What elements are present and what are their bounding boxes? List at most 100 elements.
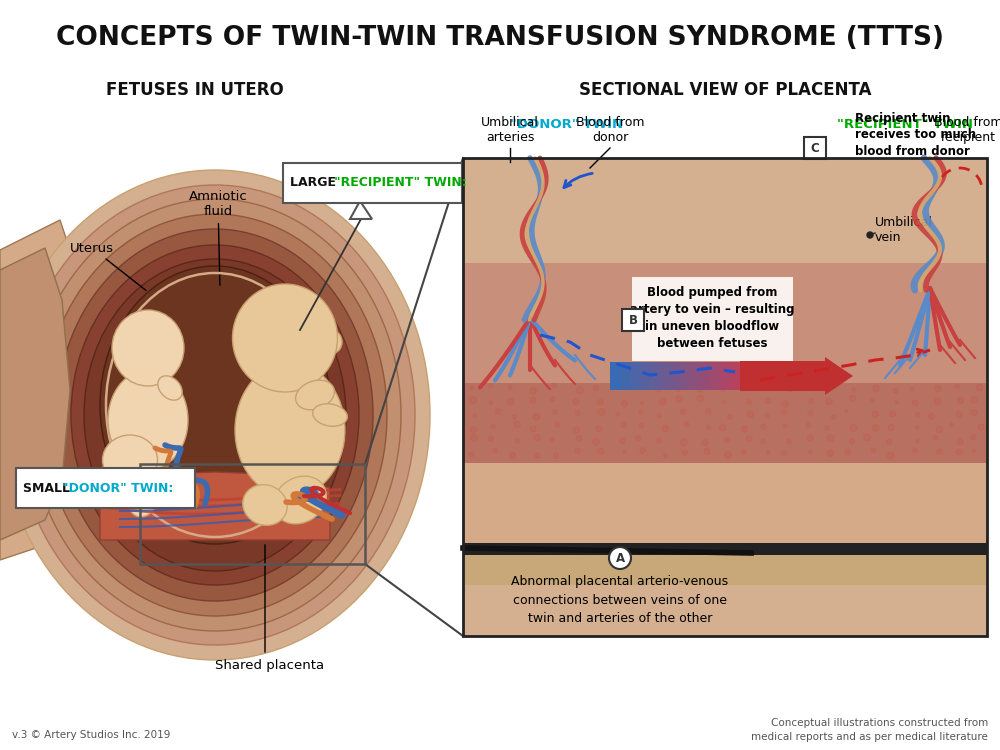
Circle shape bbox=[739, 451, 744, 456]
Circle shape bbox=[787, 422, 793, 429]
Bar bbox=[690, 362, 702, 390]
Text: Recipient twin
receives too much
blood from donor: Recipient twin receives too much blood f… bbox=[855, 112, 976, 158]
Circle shape bbox=[509, 398, 513, 402]
Ellipse shape bbox=[84, 259, 346, 571]
Bar bbox=[140, 464, 365, 564]
Circle shape bbox=[614, 399, 619, 404]
Circle shape bbox=[578, 400, 584, 405]
Circle shape bbox=[470, 385, 473, 388]
Circle shape bbox=[612, 386, 618, 392]
Bar bbox=[740, 362, 752, 390]
Ellipse shape bbox=[112, 310, 184, 386]
Circle shape bbox=[847, 412, 850, 416]
Text: SECTIONAL VIEW OF PLACENTA: SECTIONAL VIEW OF PLACENTA bbox=[579, 81, 871, 99]
Circle shape bbox=[550, 436, 556, 442]
Ellipse shape bbox=[296, 380, 334, 410]
Circle shape bbox=[509, 448, 516, 455]
Text: A: A bbox=[615, 551, 625, 565]
Circle shape bbox=[746, 436, 749, 439]
Circle shape bbox=[848, 426, 854, 432]
Circle shape bbox=[492, 440, 496, 442]
Circle shape bbox=[473, 402, 477, 406]
Circle shape bbox=[595, 401, 599, 406]
FancyBboxPatch shape bbox=[622, 309, 644, 331]
Circle shape bbox=[828, 452, 833, 458]
Text: B: B bbox=[629, 314, 638, 326]
Bar bbox=[620, 362, 632, 390]
Text: LARGE: LARGE bbox=[290, 176, 340, 190]
Circle shape bbox=[766, 412, 772, 419]
Text: Amniotic
fluid: Amniotic fluid bbox=[189, 190, 247, 285]
Circle shape bbox=[811, 424, 817, 430]
Circle shape bbox=[472, 413, 475, 416]
Ellipse shape bbox=[100, 266, 330, 544]
Circle shape bbox=[702, 433, 709, 440]
Ellipse shape bbox=[232, 284, 338, 392]
Ellipse shape bbox=[313, 404, 347, 426]
Circle shape bbox=[675, 385, 682, 392]
Circle shape bbox=[951, 414, 956, 419]
Circle shape bbox=[515, 436, 520, 442]
Bar bbox=[670, 362, 682, 390]
Circle shape bbox=[786, 452, 790, 456]
Circle shape bbox=[975, 383, 980, 388]
Circle shape bbox=[492, 448, 499, 454]
Text: Blood from
donor: Blood from donor bbox=[576, 116, 644, 144]
Circle shape bbox=[700, 427, 705, 431]
Circle shape bbox=[726, 410, 732, 416]
Circle shape bbox=[936, 398, 941, 404]
Circle shape bbox=[470, 439, 476, 444]
Ellipse shape bbox=[15, 185, 415, 645]
Circle shape bbox=[493, 423, 499, 429]
Text: Abnormal placental arterio-venous
connections between veins of one
twin and arte: Abnormal placental arterio-venous connec… bbox=[511, 575, 729, 625]
Circle shape bbox=[701, 448, 705, 452]
Circle shape bbox=[578, 436, 581, 439]
Circle shape bbox=[492, 384, 497, 388]
Circle shape bbox=[928, 385, 935, 392]
Ellipse shape bbox=[127, 463, 163, 517]
Circle shape bbox=[894, 385, 899, 389]
Bar bbox=[463, 158, 987, 263]
Bar bbox=[630, 362, 642, 390]
Text: Blood from
recipient: Blood from recipient bbox=[934, 116, 1000, 144]
Text: "RECIPIENT" TWIN: "RECIPIENT" TWIN bbox=[837, 118, 973, 131]
Circle shape bbox=[576, 413, 580, 416]
Circle shape bbox=[768, 451, 772, 455]
Text: SMALL: SMALL bbox=[23, 482, 74, 494]
Circle shape bbox=[954, 400, 961, 406]
Ellipse shape bbox=[108, 370, 188, 470]
Circle shape bbox=[533, 400, 539, 406]
Circle shape bbox=[831, 423, 835, 427]
FancyBboxPatch shape bbox=[804, 137, 826, 159]
Circle shape bbox=[554, 387, 559, 392]
Ellipse shape bbox=[57, 229, 373, 601]
Circle shape bbox=[868, 411, 873, 416]
Ellipse shape bbox=[29, 199, 401, 631]
Circle shape bbox=[888, 422, 894, 428]
Circle shape bbox=[635, 424, 641, 430]
Circle shape bbox=[661, 436, 665, 441]
Circle shape bbox=[739, 422, 744, 427]
Bar bbox=[700, 362, 712, 390]
Ellipse shape bbox=[158, 376, 182, 400]
Circle shape bbox=[551, 413, 556, 418]
Circle shape bbox=[529, 436, 535, 442]
Circle shape bbox=[560, 451, 563, 454]
Circle shape bbox=[976, 422, 980, 426]
Circle shape bbox=[490, 398, 496, 403]
Circle shape bbox=[678, 452, 683, 457]
Circle shape bbox=[475, 452, 480, 457]
Circle shape bbox=[598, 414, 603, 419]
Bar bbox=[463, 463, 987, 543]
Circle shape bbox=[513, 389, 517, 393]
Circle shape bbox=[847, 454, 850, 457]
Circle shape bbox=[681, 402, 685, 406]
Circle shape bbox=[910, 422, 915, 427]
Circle shape bbox=[973, 437, 979, 442]
Circle shape bbox=[577, 386, 583, 392]
Circle shape bbox=[701, 398, 707, 403]
Circle shape bbox=[579, 424, 584, 428]
Circle shape bbox=[746, 385, 753, 392]
Ellipse shape bbox=[71, 245, 359, 585]
Circle shape bbox=[865, 441, 869, 444]
